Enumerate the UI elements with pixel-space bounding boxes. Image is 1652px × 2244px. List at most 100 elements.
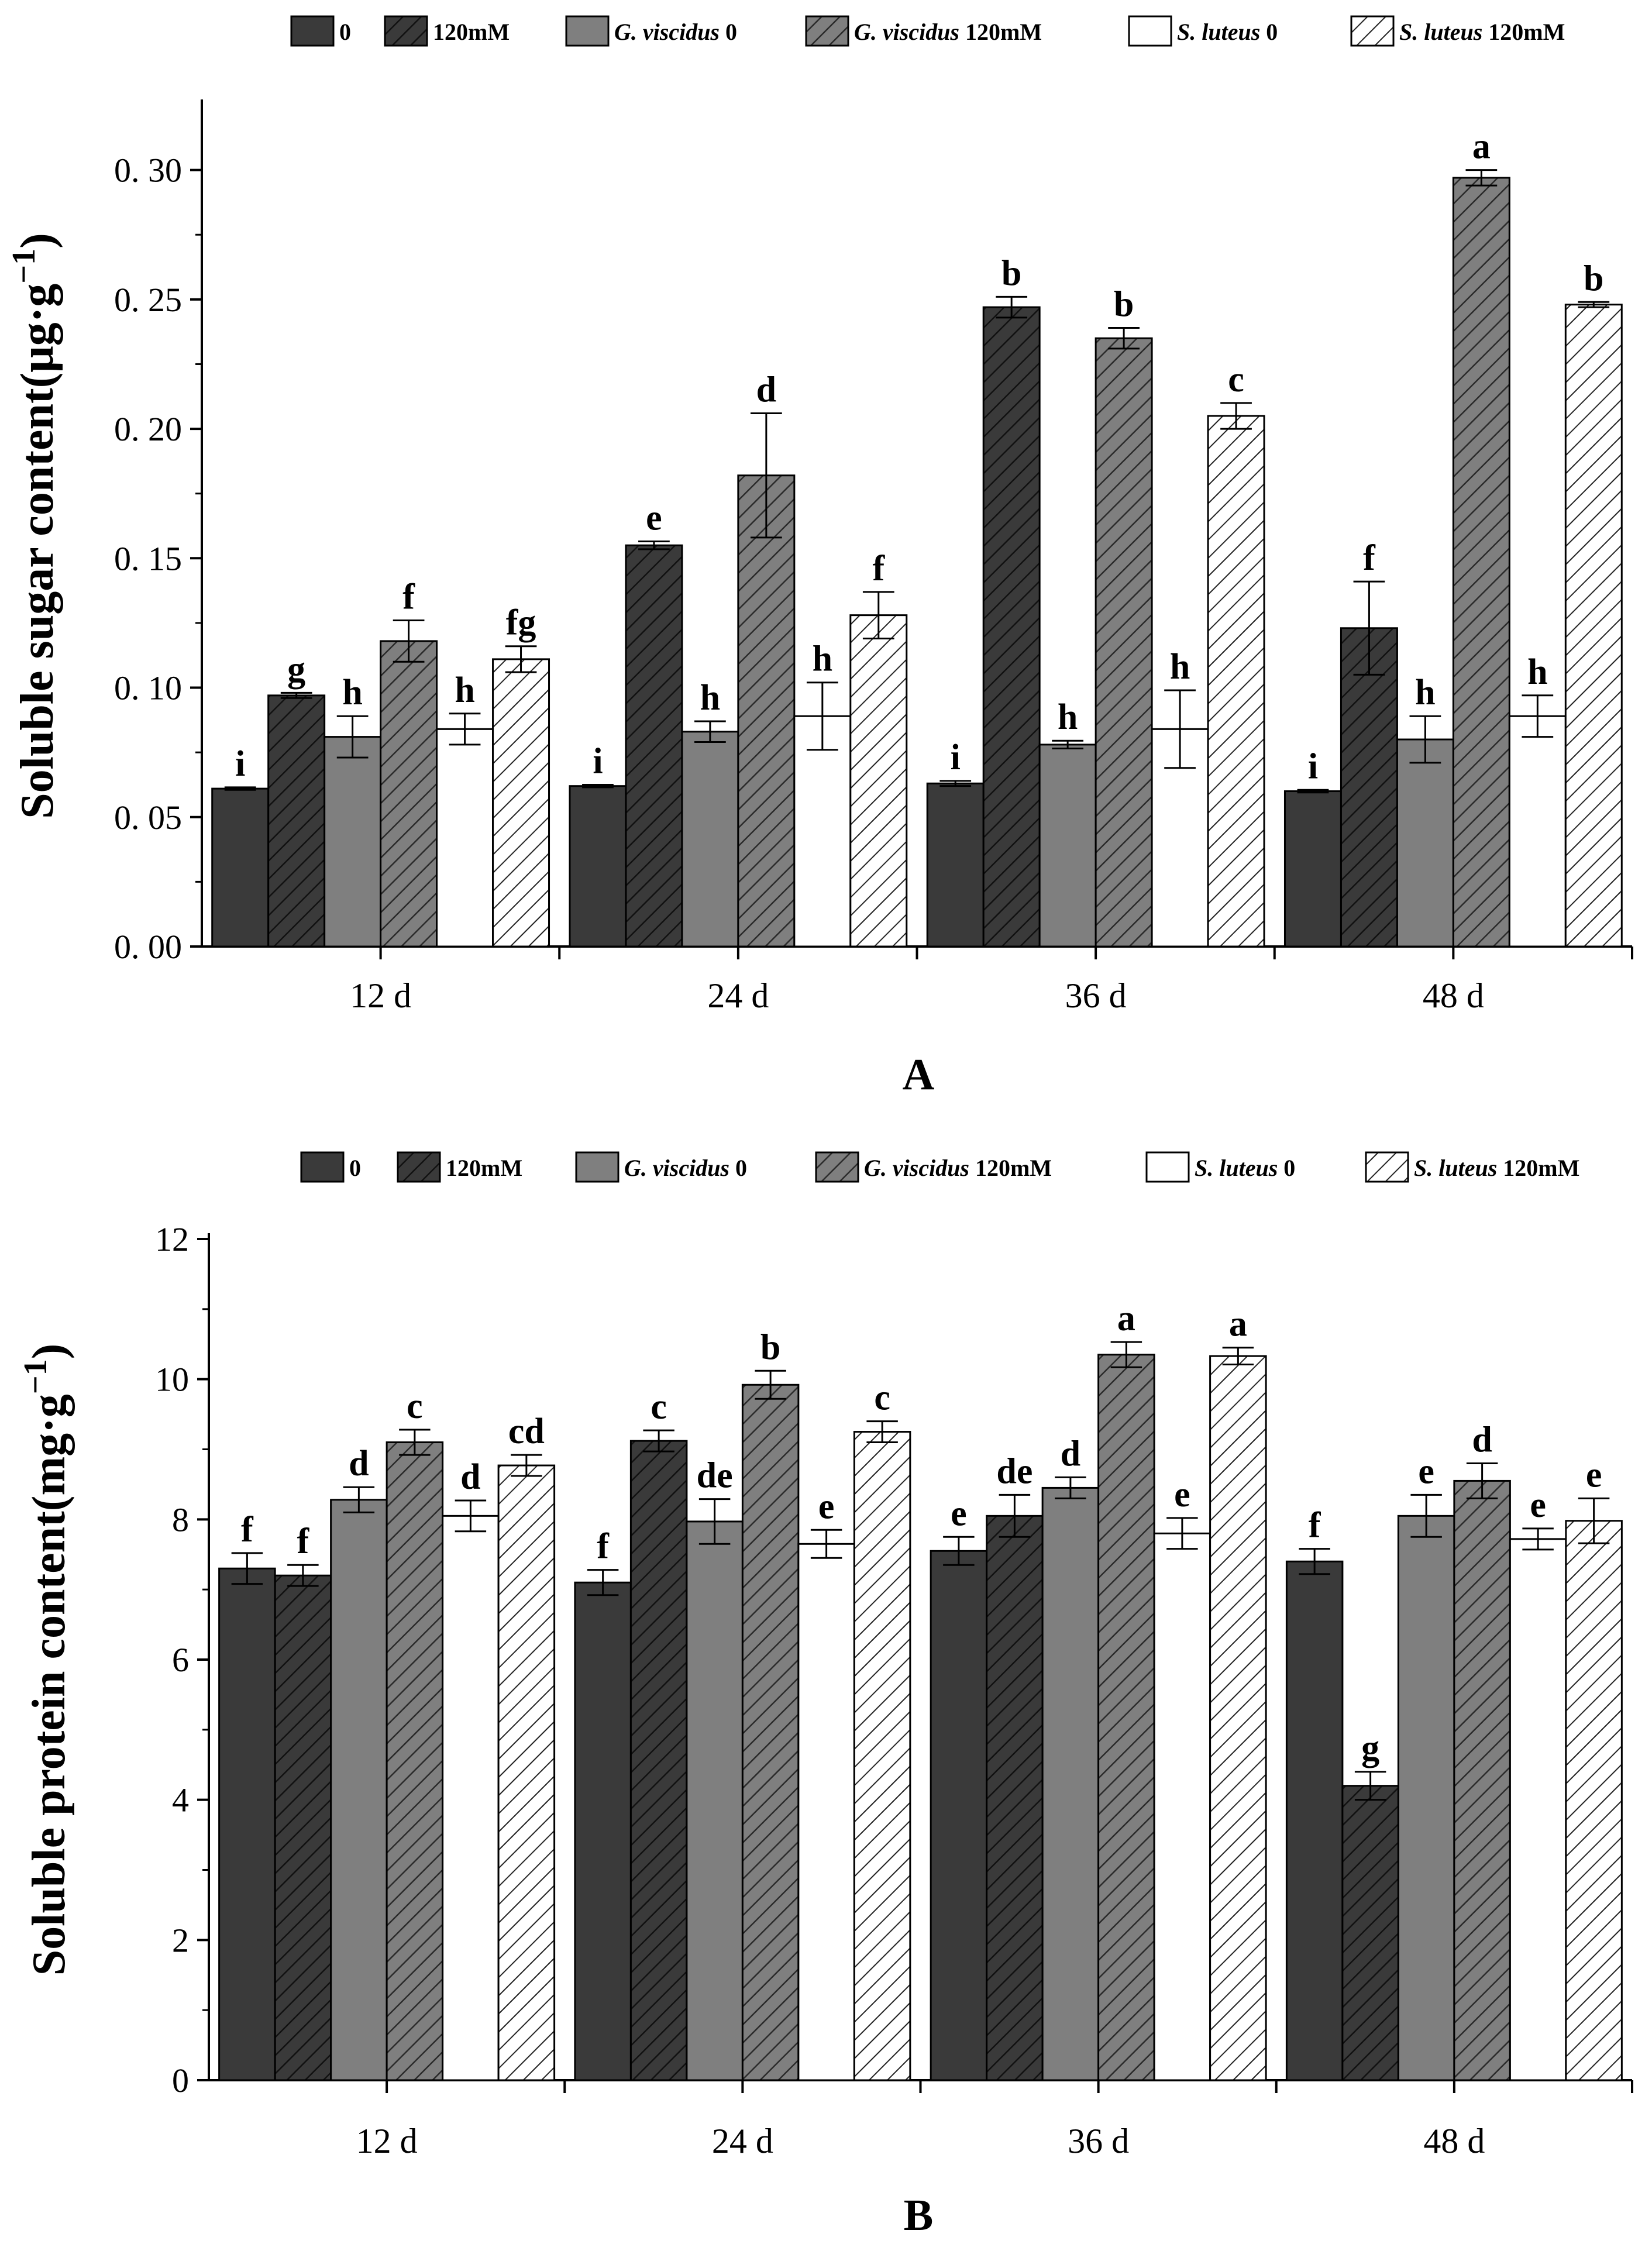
bar (629, 1440, 688, 2081)
significance-letter: h (700, 678, 720, 718)
bar (1097, 1354, 1155, 2081)
x-tick-label: 48 d (1423, 2122, 1485, 2160)
significance-letter: e (1586, 1455, 1602, 1495)
significance-letter: b (1584, 259, 1603, 298)
legend-swatch (805, 15, 849, 47)
x-tick-label: 24 d (707, 976, 769, 1015)
significance-letter: h (1527, 652, 1547, 692)
significance-letter: a (1117, 1299, 1135, 1338)
bar (492, 658, 550, 948)
significance-letter: e (951, 1493, 967, 1533)
bar (380, 640, 438, 948)
panel-label: A (903, 1050, 935, 1099)
significance-letter: c (407, 1386, 423, 1426)
x-tick-label: 36 d (1068, 2122, 1129, 2160)
bar (797, 1543, 855, 2081)
bar (849, 614, 908, 948)
bar (497, 1464, 556, 2081)
bar (1285, 1560, 1344, 2081)
significance-letter: b (760, 1327, 780, 1367)
bar (1565, 1520, 1623, 2081)
significance-letter: de (697, 1456, 733, 1496)
y-tick-label: 8 (172, 1500, 189, 1539)
legend-label: G. viscidus 0 (624, 1155, 747, 1181)
bar (1340, 627, 1398, 948)
significance-letter: c (651, 1387, 667, 1427)
significance-letter: c (874, 1378, 890, 1418)
significance-letter: g (1361, 1729, 1379, 1768)
significance-letter: e (818, 1486, 835, 1526)
bar (218, 1567, 276, 2081)
significance-letter: e (1418, 1451, 1434, 1491)
x-tick-label: 48 d (1423, 976, 1484, 1015)
legend-swatch (300, 1151, 345, 1183)
significance-letter: g (287, 649, 305, 689)
legend-swatch (1350, 15, 1395, 47)
legend-label: G. viscidus 120mM (854, 19, 1042, 45)
legend-label: S. luteus 120mM (1414, 1155, 1579, 1181)
significance-letter: f (241, 1510, 254, 1550)
significance-letter: i (593, 741, 603, 781)
chart-panel-B: 0 120mM G. viscidus 0 G. viscidus 120mM S. l… (18, 1151, 1633, 2240)
legend-swatch (575, 1151, 619, 1183)
legend-swatch (1365, 1151, 1409, 1183)
y-axis-title: Soluble protein content(mg·g−1) (18, 1344, 75, 1976)
x-tick-label: 24 d (712, 2122, 773, 2160)
y-tick-label: 0. 15 (114, 539, 182, 577)
bar (1283, 790, 1342, 948)
significance-letter: f (297, 1522, 310, 1561)
legend-swatch (1128, 15, 1172, 47)
bar (211, 787, 270, 948)
y-tick-label: 12 (155, 1220, 189, 1258)
significance-letter: h (455, 670, 474, 710)
x-tick-label: 12 d (350, 976, 411, 1015)
significance-letter: e (1174, 1475, 1190, 1515)
bar (323, 736, 382, 948)
significance-letter: h (1058, 697, 1078, 737)
y-tick-label: 10 (155, 1361, 189, 1399)
legend-swatch (565, 15, 610, 47)
chart-panels: 0 120mM G. viscidus 0 G. viscidus 120mM S. l… (6, 15, 1633, 2240)
significance-letter: h (813, 639, 832, 679)
legend-label: 0 (339, 19, 351, 45)
bar (1453, 1479, 1511, 2081)
bar (1509, 1538, 1567, 2081)
bar (267, 694, 326, 948)
significance-letter: f (1363, 538, 1376, 578)
significance-letter: e (1530, 1485, 1546, 1525)
legend-label: S. luteus 0 (1195, 1155, 1295, 1181)
bar (274, 1574, 332, 2081)
bar (1038, 744, 1097, 948)
significance-letter: de (996, 1451, 1032, 1491)
bar (793, 715, 852, 948)
bar (1508, 715, 1567, 948)
y-axis-title: Soluble sugar content(μg·g−1) (6, 233, 63, 819)
bar (1207, 415, 1265, 948)
bar (930, 1550, 988, 2081)
bar (1397, 1515, 1455, 2081)
bar (986, 1515, 1044, 2081)
legend-label: S. luteus 120mM (1399, 19, 1565, 45)
significance-letter: e (646, 498, 662, 538)
legend-swatch (397, 1151, 441, 1183)
y-tick-label: 0. 10 (114, 669, 182, 707)
significance-letter: i (951, 738, 961, 777)
y-tick-label: 6 (172, 1641, 189, 1679)
bar (737, 474, 796, 948)
chart-panel-A: 0 120mM G. viscidus 0 G. viscidus 120mM S. l… (6, 15, 1633, 1099)
bar (569, 785, 627, 948)
y-tick-label: 0. 00 (114, 928, 182, 966)
bar (574, 1581, 632, 2081)
significance-letter: b (1001, 253, 1021, 293)
significance-letter: i (235, 744, 245, 784)
y-tick-label: 0 (172, 2061, 189, 2100)
significance-letter: cd (508, 1412, 545, 1451)
bar (1153, 1532, 1212, 2081)
significance-letter: d (1472, 1420, 1492, 1460)
bar (625, 544, 683, 948)
y-tick-label: 0. 05 (114, 799, 182, 837)
bar (982, 306, 1041, 948)
significance-letter: h (1170, 647, 1190, 687)
legend-swatch (290, 15, 335, 47)
